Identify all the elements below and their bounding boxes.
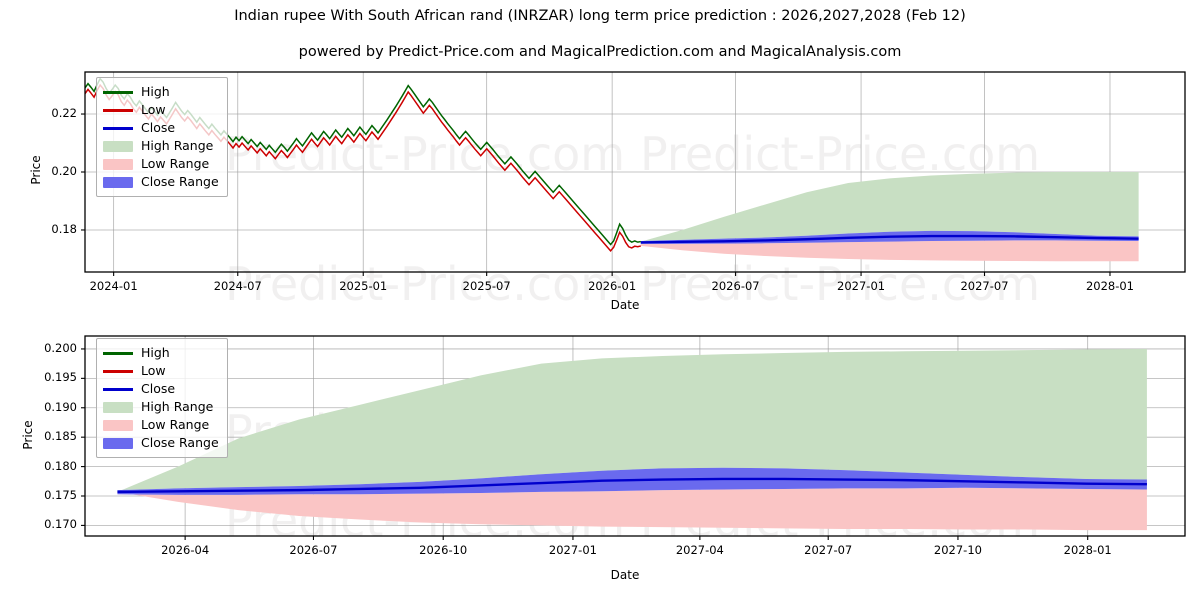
x-tick-label: 2026-10	[419, 543, 468, 557]
legend-swatch-low-range	[103, 158, 133, 170]
high-range-band	[117, 348, 1147, 492]
legend-item-close: Close	[103, 119, 219, 137]
legend-item-high-range: High Range	[103, 137, 219, 155]
y-tick-label: 0.175	[44, 488, 77, 502]
y-tick-label: 0.170	[44, 517, 77, 532]
x-tick-label: 2026-07	[289, 543, 338, 557]
legend-label: Close	[141, 119, 176, 135]
legend-item-high: High	[103, 344, 219, 362]
y-tick-label: 0.22	[51, 106, 77, 121]
bottom-chart-legend: High Low Close High Range Low Range Close Ran…	[96, 338, 228, 458]
x-tick-label: 2026-07	[711, 279, 760, 293]
x-tick-label: 2026-01	[588, 279, 637, 293]
legend-label: High Range	[141, 137, 214, 153]
x-tick-label: 2025-01	[339, 279, 388, 293]
legend-item-low: Low	[103, 101, 219, 119]
x-tick-label: 2027-07	[960, 279, 1009, 293]
y-tick-label: 0.20	[51, 164, 77, 178]
legend-label: High	[141, 344, 170, 360]
legend-swatch-close	[103, 387, 133, 391]
legend-swatch-close	[103, 126, 133, 130]
legend-swatch-low	[103, 369, 133, 373]
legend-swatch-close-range	[103, 176, 133, 188]
legend-item-high-range: High Range	[103, 398, 219, 416]
legend-item-close-range: Close Range	[103, 434, 219, 452]
x-tick-label: 2025-07	[462, 279, 511, 293]
legend-label: Low Range	[141, 416, 210, 432]
legend-swatch-high-range	[103, 401, 133, 413]
legend-item-close: Close	[103, 380, 219, 398]
bottom-forecast-chart: Predict-Price.comPredict-Price.comPredic…	[0, 320, 1200, 600]
close-line	[117, 477, 1147, 494]
x-tick-label: 2024-01	[89, 279, 138, 293]
y-tick-label: 0.190	[44, 399, 77, 414]
legend-item-high: High	[103, 83, 219, 101]
page-title: Indian rupee With South African rand (IN…	[234, 8, 966, 24]
top-chart-xlabel: Date	[610, 298, 640, 312]
bottom-chart-xlabel: Date	[610, 568, 640, 582]
legend-item-low: Low	[103, 362, 219, 380]
legend-label: Low	[141, 362, 166, 378]
high-range-band	[640, 172, 1139, 242]
x-tick-label: 2028-01	[1063, 543, 1112, 557]
legend-label: Close Range	[141, 173, 219, 189]
y-tick-label: 0.195	[44, 370, 77, 385]
legend-swatch-low-range	[103, 419, 133, 431]
legend-label: Low	[141, 101, 166, 117]
x-tick-label: 2027-01	[548, 543, 597, 557]
legend-label: High Range	[141, 398, 214, 414]
watermark: Predict-Price.com	[640, 257, 1040, 311]
legend-swatch-high	[103, 90, 133, 94]
x-tick-label: 2027-07	[804, 543, 853, 557]
top-chart-legend: High Low Close High Range Low Range Close Ran…	[96, 77, 228, 197]
legend-label: High	[141, 83, 170, 99]
top-price-chart: Predict-Price.com Predict-Price.com Predic…	[81, 71, 1186, 311]
legend-swatch-low	[103, 108, 133, 112]
x-tick-label: 2024-07	[213, 279, 262, 293]
y-tick-label: 0.185	[44, 429, 77, 444]
x-tick-label: 2027-01	[837, 279, 886, 293]
low-range-band	[640, 240, 1139, 262]
y-tick-label: 0.200	[44, 340, 77, 355]
x-tick-label: 2027-04	[675, 543, 724, 557]
watermark: Predict-Price.com	[640, 127, 1040, 181]
x-tick-label: 2026-04	[161, 543, 210, 557]
close-line	[640, 234, 1139, 244]
y-tick-label: 0.18	[51, 221, 77, 236]
legend-item-close-range: Close Range	[103, 173, 219, 191]
legend-label: Close Range	[141, 434, 219, 450]
legend-swatch-high-range	[103, 140, 133, 152]
x-tick-label: 2027-10	[933, 543, 982, 557]
legend-item-low-range: Low Range	[103, 416, 219, 434]
low-range-band	[117, 487, 1147, 531]
legend-label: Close	[141, 380, 176, 396]
legend-item-low-range: Low Range	[103, 155, 219, 173]
watermark: Predict-Price.com	[225, 257, 625, 311]
legend-swatch-close-range	[103, 437, 133, 449]
legend-label: Low Range	[141, 155, 210, 171]
x-tick-label: 2028-01	[1085, 279, 1135, 293]
y-tick-label: 0.180	[44, 458, 77, 473]
legend-swatch-high	[103, 351, 133, 355]
page-subtitle: powered by Predict-Price.com and Magical…	[298, 44, 902, 60]
